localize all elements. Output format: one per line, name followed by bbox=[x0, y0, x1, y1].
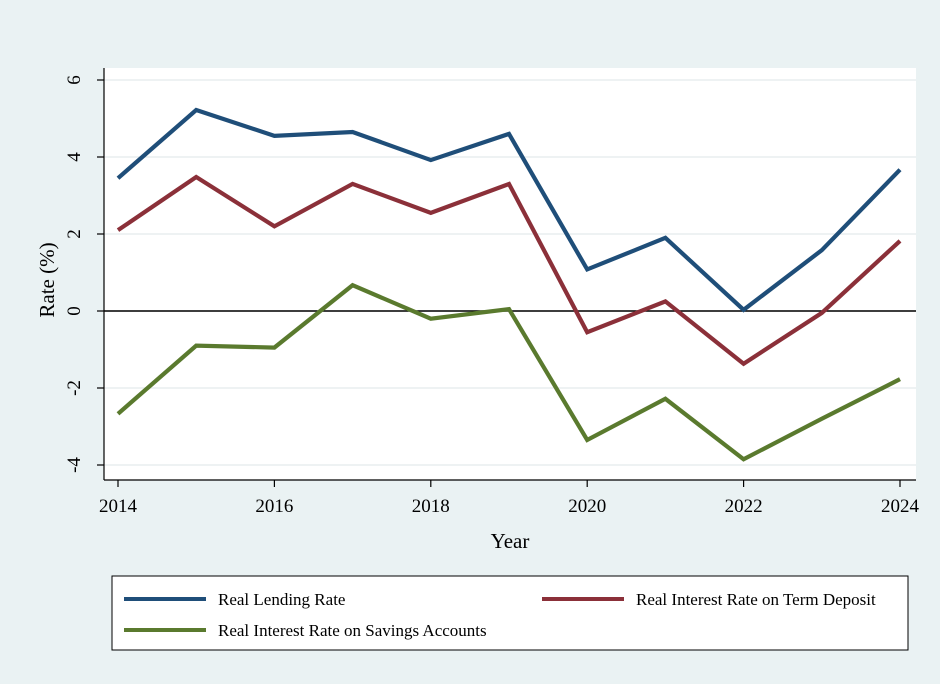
x-tick-label: 2016 bbox=[255, 496, 293, 517]
y-axis-ticks: -4 -2 0 2 4 6 bbox=[64, 75, 104, 473]
x-tick-label: 2022 bbox=[725, 496, 763, 517]
x-tick-label: 2020 bbox=[568, 496, 606, 517]
series-lines bbox=[116, 107, 902, 462]
x-tick-label: 2018 bbox=[412, 496, 450, 517]
legend-label-0: Real Lending Rate bbox=[218, 590, 345, 609]
x-tick-label: 2024 bbox=[881, 496, 920, 517]
series-line-1 bbox=[116, 174, 902, 367]
axes bbox=[103, 68, 916, 481]
plot-area bbox=[104, 68, 916, 480]
legend-label-2: Real Interest Rate on Savings Accounts bbox=[218, 621, 487, 640]
y-tick-label: -2 bbox=[64, 380, 85, 396]
y-axis-title: Rate (%) bbox=[35, 242, 59, 317]
legend-item-1: Real Interest Rate on Term Deposit bbox=[542, 590, 876, 609]
y-tick-label: 6 bbox=[64, 75, 85, 85]
legend-box bbox=[111, 575, 909, 651]
y-tick-label: -4 bbox=[64, 457, 85, 473]
legend-label-1: Real Interest Rate on Term Deposit bbox=[636, 590, 876, 609]
y-tick-label: 0 bbox=[64, 306, 85, 316]
x-axis-ticks: 2014 2016 2018 2020 2022 2024 bbox=[99, 480, 920, 517]
series-line-2 bbox=[116, 282, 901, 462]
legend-item-2: Real Interest Rate on Savings Accounts bbox=[124, 621, 487, 640]
y-tick-label: 2 bbox=[64, 229, 85, 239]
y-tick-label: 4 bbox=[64, 152, 85, 162]
series-line-0 bbox=[116, 107, 902, 313]
legend-item-0: Real Lending Rate bbox=[124, 590, 345, 609]
x-tick-label: 2014 bbox=[99, 496, 138, 517]
x-axis-title: Year bbox=[491, 529, 530, 553]
